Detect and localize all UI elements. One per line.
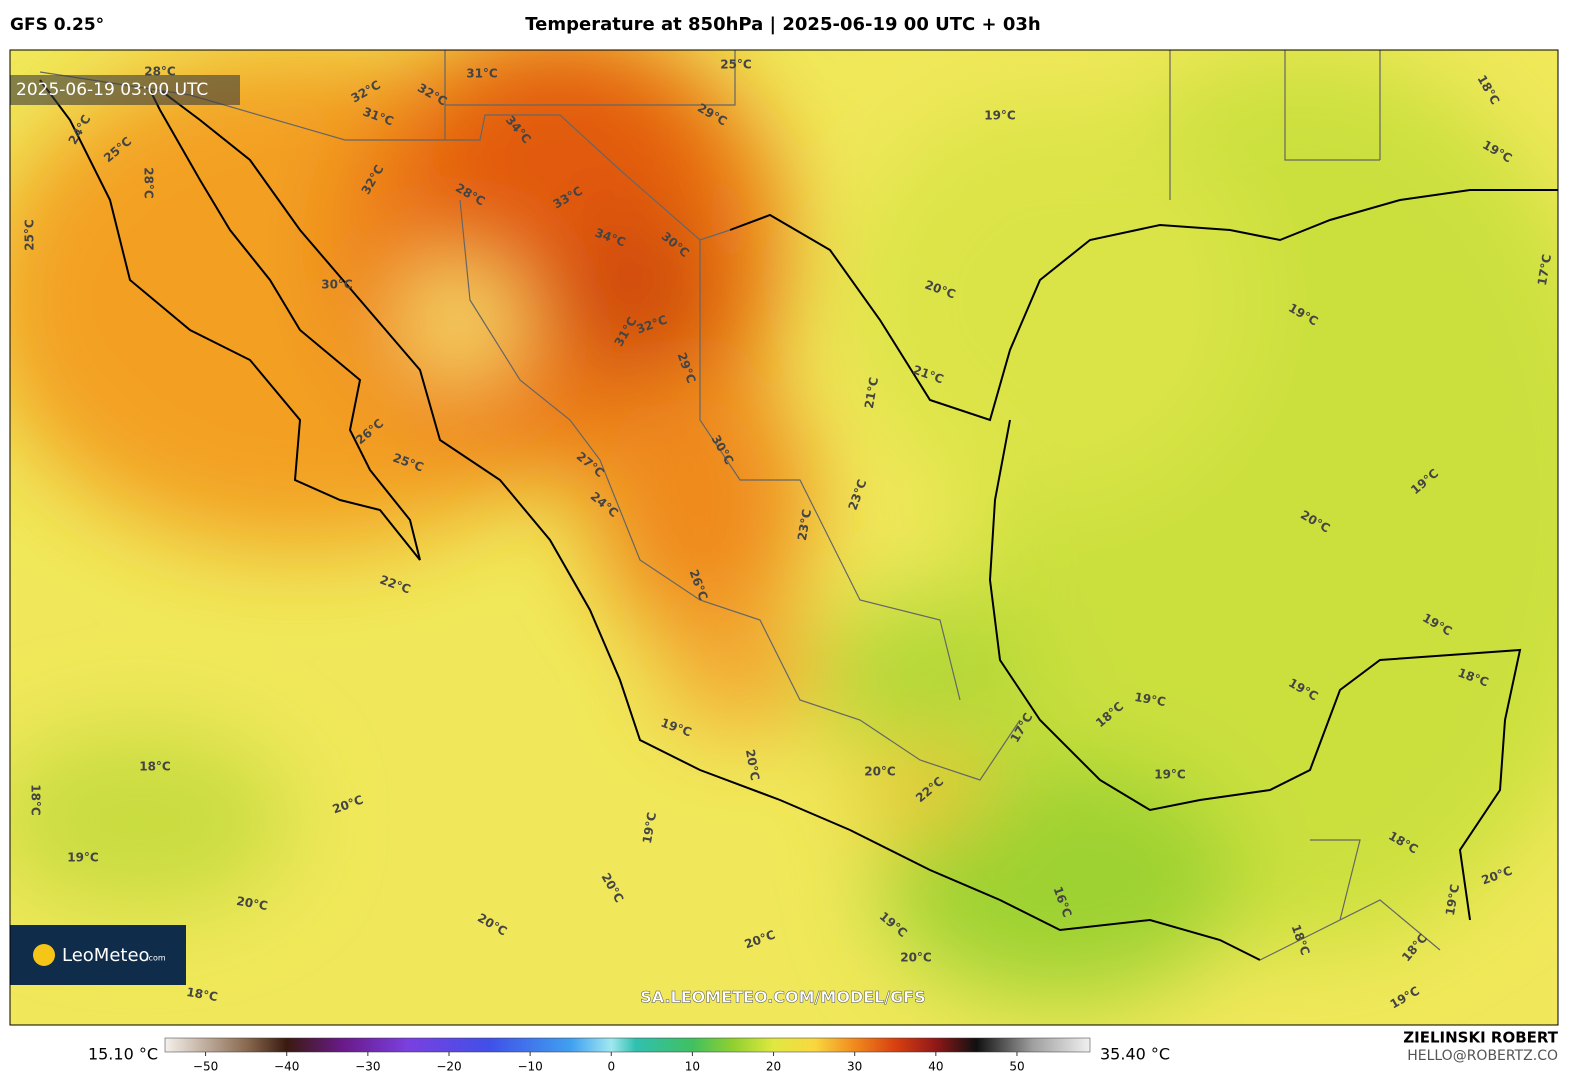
- contour-label: 17°C: [1535, 253, 1554, 287]
- contour-label: 18°C: [185, 985, 219, 1004]
- contour-label: 20°C: [235, 894, 269, 913]
- logo-suffix: .com: [146, 954, 166, 963]
- model-label: GFS 0.25°: [10, 15, 104, 35]
- contour-label: 19°C: [1443, 883, 1462, 917]
- map-frame: [9, 49, 1559, 1026]
- colorbar-tick-label: 0: [607, 1060, 615, 1074]
- contour-label: 20°C: [743, 748, 762, 782]
- contour-label: 28°C: [142, 167, 156, 199]
- contour-label: 20°C: [864, 765, 896, 779]
- colorbar-tick-label: 10: [685, 1060, 700, 1074]
- colorbar-tick-label: −50: [193, 1060, 218, 1074]
- contour-label: 23°C: [795, 508, 814, 542]
- borders: [39, 50, 1441, 961]
- colorbar-tick-label: 20: [766, 1060, 781, 1074]
- contour-label: 18°C: [139, 760, 171, 774]
- contour-label: 28°C: [144, 65, 176, 79]
- credit-email: HELLO@ROBERTZ.CO: [1407, 1048, 1558, 1064]
- source-url: SA.LEOMETEO.COM/MODEL/GFS: [640, 988, 926, 1007]
- colorbar-min: 15.10 °C: [88, 1045, 158, 1064]
- colorbar-tick-label: −30: [355, 1060, 380, 1074]
- colorbar-max: 35.40 °C: [1100, 1045, 1170, 1064]
- timestamp: 2025-06-19 03:00 UTC: [16, 80, 208, 100]
- colorbar-tick-label: −10: [517, 1060, 542, 1074]
- colorbar-ramp: [164, 1037, 1091, 1053]
- contour-label: 30°C: [321, 278, 353, 292]
- contour-label: 19°C: [640, 811, 659, 845]
- coastline: [39, 79, 1558, 961]
- colorbar-tick-label: −40: [274, 1060, 299, 1074]
- contour-label: 20°C: [900, 951, 932, 965]
- credit-name: ZIELINSKI ROBERT: [1403, 1029, 1558, 1047]
- contour-label: 19°C: [984, 109, 1016, 123]
- contour-label: 19°C: [1133, 690, 1167, 709]
- colorbar: −50 −40 −30 −20 −10 0 10 20 30 40 50: [164, 1037, 1091, 1074]
- colorbar-tick-label: −20: [436, 1060, 461, 1074]
- colorbar-tick-label: 30: [847, 1060, 862, 1074]
- contour-label: 19°C: [67, 851, 99, 865]
- logo-sun: [33, 944, 55, 966]
- colorbar-tick-label: 40: [928, 1060, 943, 1074]
- title: Temperature at 850hPa | 2025-06-19 00 UT…: [525, 14, 1040, 35]
- logo-name: LeoMeteo: [62, 945, 150, 966]
- contour-label: 25°C: [720, 58, 752, 72]
- map: 2025-06-19 03:00 UTC LeoMeteo .com SA.LE…: [10, 50, 1558, 1025]
- colorbar-tick-label: 50: [1009, 1060, 1024, 1074]
- contour-label: 18°C: [29, 784, 43, 816]
- contour-label: 21°C: [862, 376, 881, 410]
- contour-label: 25°C: [23, 219, 37, 251]
- contour-label: 31°C: [466, 67, 498, 81]
- contour-label: 19°C: [1154, 768, 1186, 782]
